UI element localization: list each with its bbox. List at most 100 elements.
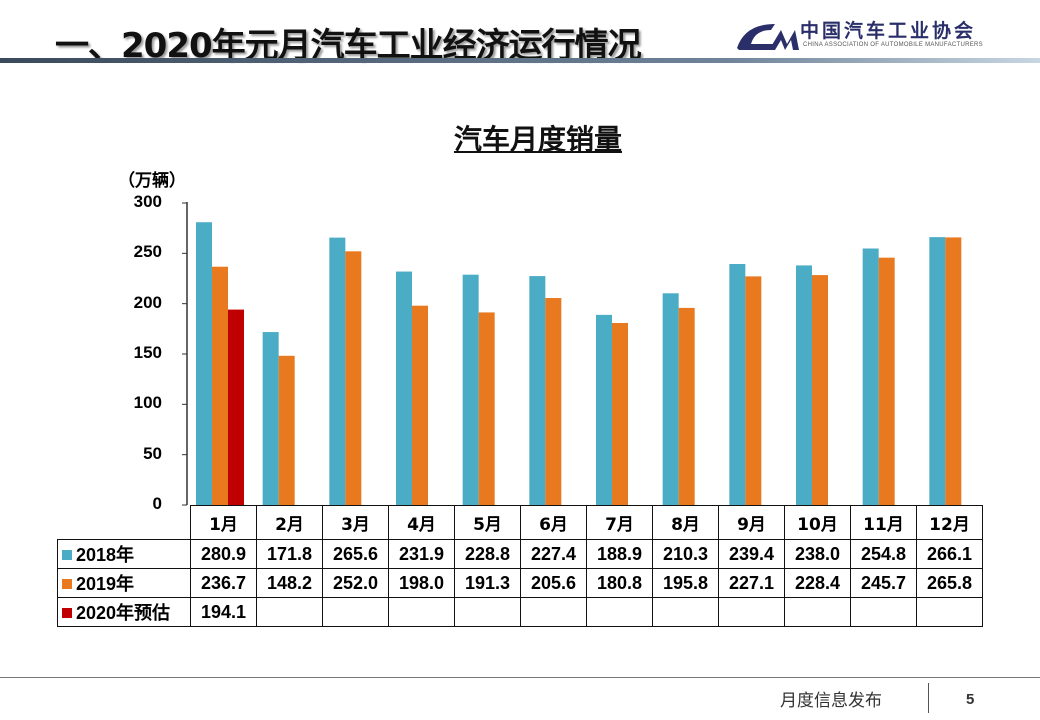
table-cell: 191.3: [454, 568, 521, 598]
table-row: 2019年 236.7 148.2 252.0 198.0 191.3 205.6 180.8…: [57, 568, 983, 598]
table-cell: [586, 597, 653, 627]
logo-cn-text: 中国汽车工业协会: [800, 20, 977, 42]
bar-2020年预估-1月: [228, 309, 244, 505]
y-tick-label: 50: [143, 443, 162, 463]
table-cell: 254.8: [850, 539, 917, 569]
table-header-month: 1月: [190, 505, 257, 540]
table-cell: 265.6: [322, 539, 389, 569]
table-cell: 265.8: [916, 568, 983, 598]
table-cell: 210.3: [652, 539, 719, 569]
table-cell: 148.2: [256, 568, 323, 598]
table-header-month: 12月: [916, 505, 983, 540]
table-cell: 205.6: [520, 568, 587, 598]
table-header-month: 9月: [718, 505, 785, 540]
y-tick-label: 0: [152, 494, 162, 513]
bar-2019年-3月: [345, 251, 362, 505]
table-corner: [57, 505, 191, 540]
footer-text: 月度信息发布: [780, 691, 882, 711]
table-cell: 171.8: [256, 539, 323, 569]
y-axis-unit: （万辆）: [118, 171, 186, 191]
bar-2019年-8月: [678, 307, 695, 505]
bar-2018年-4月: [396, 271, 412, 505]
table-cell: 252.0: [322, 568, 389, 598]
table-cell: [850, 597, 917, 627]
series-name: 2019年: [76, 574, 135, 594]
table-cell: 238.0: [784, 539, 851, 569]
bar-2019年-5月: [478, 312, 495, 505]
bar-2019年-4月: [412, 305, 428, 505]
table-cell: 194.1: [190, 597, 257, 627]
table-header-month: 2月: [256, 505, 323, 540]
bar-2018年-2月: [262, 332, 279, 505]
series-label: 2020年预估: [57, 597, 191, 627]
bar-2019年-7月: [612, 322, 628, 505]
legend-swatch: [62, 608, 72, 618]
bar-2018年-10月: [796, 265, 812, 505]
table-header-month: 4月: [388, 505, 455, 540]
bar-2019年-11月: [878, 257, 895, 505]
series-name: 2020年预估: [76, 603, 171, 623]
bar-2019年-10月: [812, 275, 828, 505]
table-header-month: 6月: [520, 505, 587, 540]
bar-2018年-5月: [462, 274, 479, 505]
table-header-month: 5月: [454, 505, 521, 540]
table-cell: 266.1: [916, 539, 983, 569]
table-cell: [388, 597, 455, 627]
series-label: 2019年: [57, 568, 191, 598]
table-row: 2018年 280.9 171.8 265.6 231.9 228.8 227.4 188.9…: [57, 539, 983, 569]
page-number: 5: [966, 691, 975, 708]
bar-2018年-12月: [929, 237, 946, 505]
table-cell: 188.9: [586, 539, 653, 569]
bar-2018年-11月: [862, 248, 879, 505]
table-cell: 180.8: [586, 568, 653, 598]
footer-separator: [928, 683, 929, 713]
bar-2018年-6月: [529, 276, 546, 505]
y-tick-label: 200: [133, 292, 162, 312]
table-cell: [454, 597, 521, 627]
table-cell: [784, 597, 851, 627]
table-cell: 228.8: [454, 539, 521, 569]
y-tick-label: 100: [133, 393, 162, 413]
table-cell: 236.7: [190, 568, 257, 598]
table-cell: 239.4: [718, 539, 785, 569]
footer-divider: [0, 677, 1040, 678]
bar-2018年-3月: [329, 237, 346, 505]
table-cell: 227.1: [718, 568, 785, 598]
table-header-month: 10月: [784, 505, 851, 540]
y-tick-label: 250: [133, 242, 162, 262]
table-cell: [652, 597, 719, 627]
bar-2019年-12月: [945, 237, 962, 506]
table-cell: [718, 597, 785, 627]
table-cell: 198.0: [388, 568, 455, 598]
series-name: 2018年: [76, 545, 135, 565]
bar-2018年-8月: [662, 293, 679, 505]
table-header-month: 11月: [850, 505, 917, 540]
y-tick-label: 150: [133, 343, 162, 362]
table-cell: [520, 597, 587, 627]
table-header-month: 8月: [652, 505, 719, 540]
logo-en-text: CHINA ASSOCIATION OF AUTOMOBILE MANUFACT…: [803, 42, 983, 48]
table-header-month: 7月: [586, 505, 653, 540]
series-label: 2018年: [57, 539, 191, 569]
table-cell: 228.4: [784, 568, 851, 598]
table-cell: [322, 597, 389, 627]
header-divider: [0, 58, 1040, 63]
table-cell: 245.7: [850, 568, 917, 598]
bar-2019年-2月: [278, 355, 295, 505]
table-cell: 231.9: [388, 539, 455, 569]
caam-logo: [737, 24, 799, 50]
bar-2019年-1月: [212, 266, 228, 505]
bar-2018年-7月: [596, 314, 612, 505]
table-cell: 227.4: [520, 539, 587, 569]
table-cell: [256, 597, 323, 627]
bar-2019年-9月: [745, 276, 762, 505]
legend-swatch: [62, 550, 72, 560]
table-cell: 280.9: [190, 539, 257, 569]
bar-2018年-9月: [729, 264, 746, 505]
legend-swatch: [62, 579, 72, 589]
table-row: 2020年预估 194.1: [57, 597, 983, 627]
data-table: 1月 2月 3月 4月 5月 6月 7月 8月 9月 10月 11月 12月 2018年 280.9 171…: [57, 505, 983, 627]
table-header-month: 3月: [322, 505, 389, 540]
table-cell: [916, 597, 983, 627]
